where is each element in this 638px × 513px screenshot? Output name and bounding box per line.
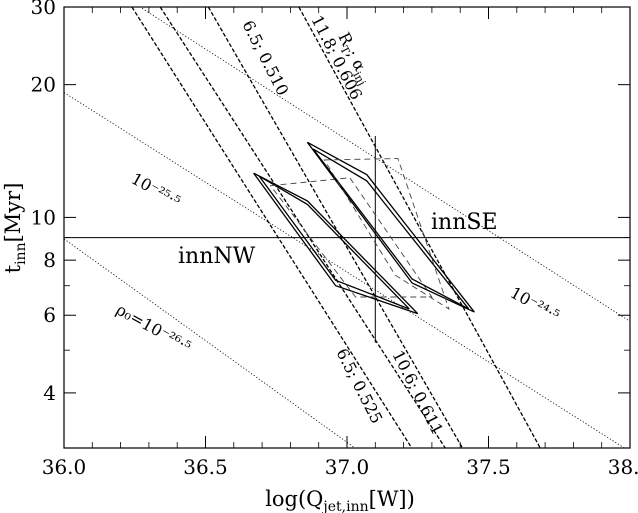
x-tick-label: 36.0 [42, 455, 87, 479]
x-axis-title: log(Qjet,inn[W]) [265, 487, 415, 513]
y-axis-title: tinn[Myr] [1, 183, 29, 274]
x-tick-label: 37.5 [466, 455, 511, 479]
y-tick-label: 30 [31, 0, 56, 19]
region-dashed-outline [269, 177, 433, 298]
ratio-line [207, 7, 464, 448]
region-outline [306, 141, 475, 313]
region-outline [253, 172, 419, 315]
density-line [139, 7, 630, 322]
y-tick-label: 20 [31, 73, 56, 97]
region-dashed-outline [323, 158, 450, 311]
ratio-line-label: 6.5; 0.525 [332, 345, 386, 426]
ratio-line [298, 7, 541, 448]
density-line [64, 238, 356, 448]
region-outline [258, 175, 410, 310]
y-tick-label: 6 [43, 303, 56, 327]
region-label: innNW [178, 244, 256, 269]
y-tick-label: 4 [43, 381, 56, 405]
region-label: innSE [431, 210, 498, 235]
x-tick-label: 37.0 [325, 455, 370, 479]
ratio-line-label: 6.5; 0.510 [238, 17, 292, 98]
y-tick-label: 10 [31, 205, 56, 229]
y-tick-label: 8 [43, 248, 56, 272]
x-tick-label: 38.0 [608, 455, 638, 479]
density-line-label: 10⁻²⁵·⁵ [128, 169, 184, 211]
ratio-line [159, 7, 446, 448]
density-line-label: ρ₀=10⁻²⁶·⁵ [113, 300, 194, 357]
density-line-label: 10⁻²⁴·⁵ [507, 283, 563, 325]
region-outline [312, 148, 470, 310]
density-line [64, 92, 625, 448]
x-tick-label: 36.5 [183, 455, 228, 479]
